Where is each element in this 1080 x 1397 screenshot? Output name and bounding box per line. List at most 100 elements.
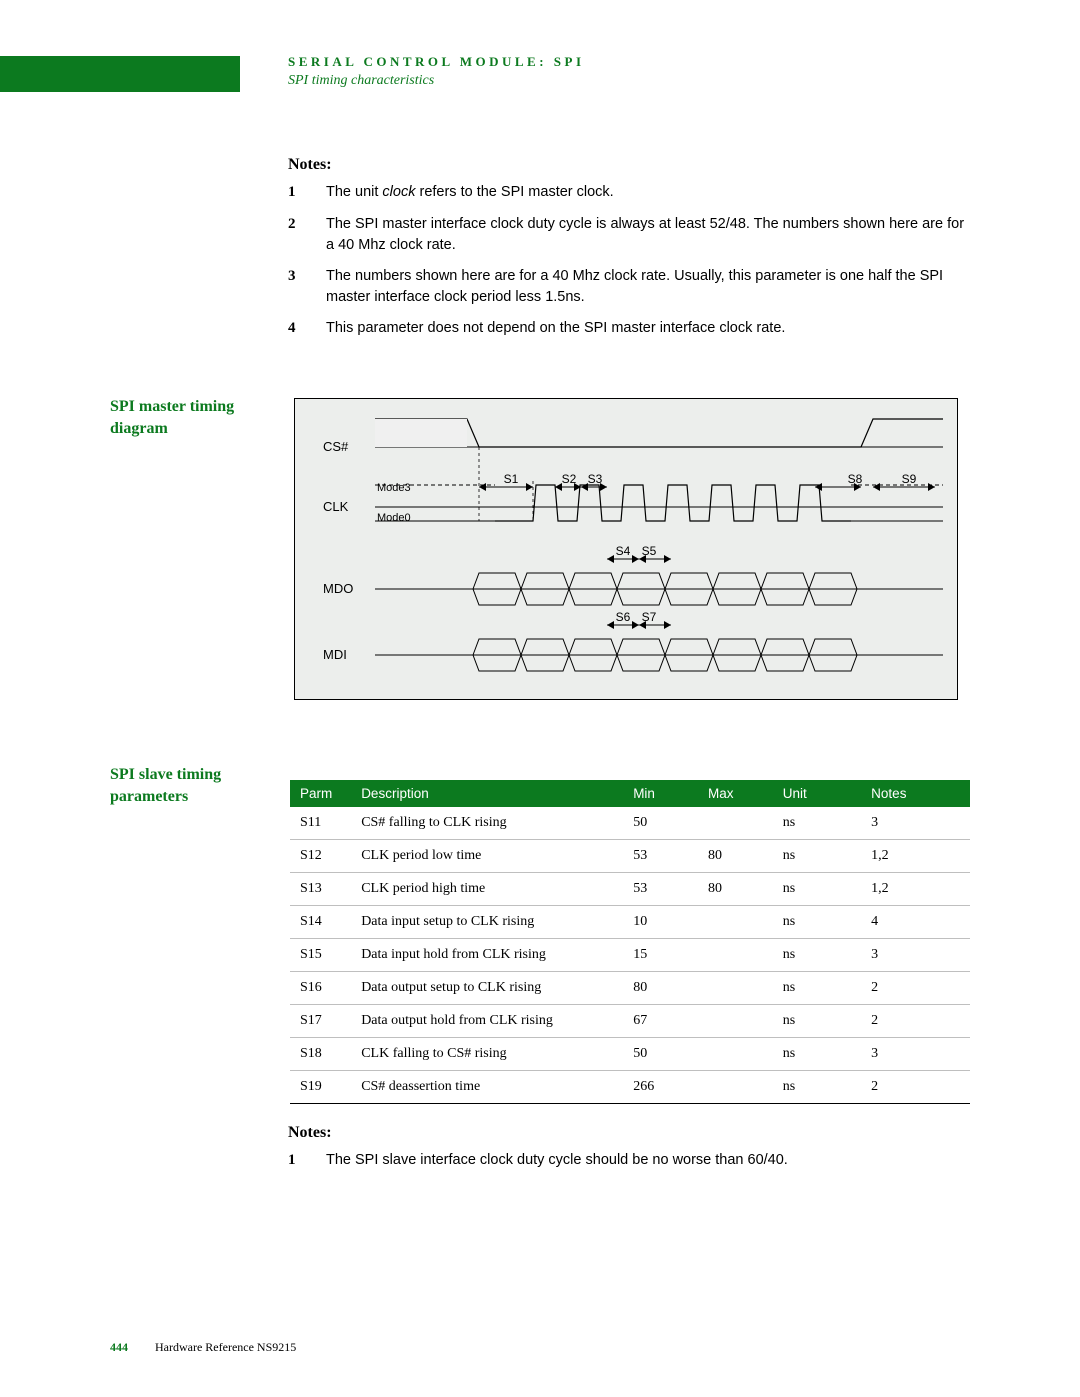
table-cell: S11 xyxy=(290,807,351,840)
table-cell: 3 xyxy=(861,1038,970,1071)
table-cell: S18 xyxy=(290,1038,351,1071)
table-cell: 53 xyxy=(623,873,698,906)
svg-text:S6: S6 xyxy=(616,610,631,624)
table-cell: ns xyxy=(773,1071,861,1104)
table-cell: 10 xyxy=(623,906,698,939)
slave-params-table-wrap: ParmDescriptionMinMaxUnitNotes S11CS# fa… xyxy=(290,780,970,1104)
table-row: S11CS# falling to CLK rising50ns3 xyxy=(290,807,970,840)
note-item: 1The SPI slave interface clock duty cycl… xyxy=(288,1150,968,1172)
note-item: 2The SPI master interface clock duty cyc… xyxy=(288,214,968,256)
notes-block-top: Notes: 1The unit clock refers to the SPI… xyxy=(288,156,968,350)
table-cell: 266 xyxy=(623,1071,698,1104)
svg-text:S7: S7 xyxy=(642,610,657,624)
note-item: 4This parameter does not depend on the S… xyxy=(288,318,968,340)
table-header-cell: Unit xyxy=(773,780,861,807)
table-row: S19CS# deassertion time266ns2 xyxy=(290,1071,970,1104)
table-cell: S15 xyxy=(290,939,351,972)
svg-text:S2: S2 xyxy=(562,472,577,486)
svg-text:MDI: MDI xyxy=(323,647,347,662)
table-cell xyxy=(698,807,773,840)
svg-text:MDO: MDO xyxy=(323,581,353,596)
table-cell: 1,2 xyxy=(861,873,970,906)
table-cell: Data input setup to CLK rising xyxy=(351,906,623,939)
spi-master-timing-diagram: CS#CLKMode3Mode0MDOMDIS1S2S3S4S5S6S7S8S9 xyxy=(294,398,958,700)
chapter-title: SERIAL CONTROL MODULE: SPI xyxy=(288,54,585,70)
page: SERIAL CONTROL MODULE: SPI SPI timing ch… xyxy=(0,0,1080,1397)
table-cell: 3 xyxy=(861,939,970,972)
page-number: 444 xyxy=(110,1340,128,1354)
table-cell: 2 xyxy=(861,1005,970,1038)
doc-title: Hardware Reference NS9215 xyxy=(155,1340,296,1354)
table-cell: 53 xyxy=(623,840,698,873)
table-cell: 80 xyxy=(623,972,698,1005)
notes-heading: Notes: xyxy=(288,156,968,174)
table-cell: Data output setup to CLK rising xyxy=(351,972,623,1005)
table-body: S11CS# falling to CLK rising50ns3S12CLK … xyxy=(290,807,970,1104)
table-cell: 67 xyxy=(623,1005,698,1038)
table-header-row: ParmDescriptionMinMaxUnitNotes xyxy=(290,780,970,807)
svg-text:S3: S3 xyxy=(588,472,603,486)
timing-diagram-svg: CS#CLKMode3Mode0MDOMDIS1S2S3S4S5S6S7S8S9 xyxy=(295,399,957,699)
svg-text:S4: S4 xyxy=(616,544,631,558)
table-cell: 80 xyxy=(698,873,773,906)
table-cell: CLK period low time xyxy=(351,840,623,873)
svg-text:Mode0: Mode0 xyxy=(377,512,411,524)
table-cell xyxy=(698,1005,773,1038)
table-row: S14Data input setup to CLK rising10ns4 xyxy=(290,906,970,939)
table-cell: CLK period high time xyxy=(351,873,623,906)
note-text: The SPI slave interface clock duty cycle… xyxy=(326,1150,968,1172)
table-cell: CLK falling to CS# rising xyxy=(351,1038,623,1071)
table-cell xyxy=(698,906,773,939)
note-item: 1The unit clock refers to the SPI master… xyxy=(288,182,968,204)
table-cell: ns xyxy=(773,972,861,1005)
table-header-cell: Max xyxy=(698,780,773,807)
table-cell: S13 xyxy=(290,873,351,906)
table-cell: 2 xyxy=(861,972,970,1005)
table-cell: 15 xyxy=(623,939,698,972)
note-number: 1 xyxy=(288,182,326,204)
table-cell: ns xyxy=(773,840,861,873)
page-header: SERIAL CONTROL MODULE: SPI SPI timing ch… xyxy=(288,54,585,89)
slave-params-table: ParmDescriptionMinMaxUnitNotes S11CS# fa… xyxy=(290,780,970,1104)
table-cell: S17 xyxy=(290,1005,351,1038)
table-cell xyxy=(698,939,773,972)
note-number: 1 xyxy=(288,1150,326,1172)
table-row: S12CLK period low time5380ns1,2 xyxy=(290,840,970,873)
table-header-cell: Min xyxy=(623,780,698,807)
note-number: 4 xyxy=(288,318,326,340)
table-row: S13CLK period high time5380ns1,2 xyxy=(290,873,970,906)
table-cell: ns xyxy=(773,1005,861,1038)
note-text: The numbers shown here are for a 40 Mhz … xyxy=(326,266,968,308)
notes-heading: Notes: xyxy=(288,1124,968,1142)
table-cell: 50 xyxy=(623,1038,698,1071)
table-cell xyxy=(698,972,773,1005)
note-text: The SPI master interface clock duty cycl… xyxy=(326,214,968,256)
header-color-band xyxy=(0,56,240,92)
table-cell: 80 xyxy=(698,840,773,873)
table-cell: Data output hold from CLK rising xyxy=(351,1005,623,1038)
table-cell: CS# deassertion time xyxy=(351,1071,623,1104)
svg-text:S9: S9 xyxy=(902,472,917,486)
svg-text:S1: S1 xyxy=(504,472,519,486)
table-row: S16Data output setup to CLK rising80ns2 xyxy=(290,972,970,1005)
table-cell: S12 xyxy=(290,840,351,873)
page-footer: 444 Hardware Reference NS9215 xyxy=(110,1340,296,1355)
note-number: 2 xyxy=(288,214,326,256)
svg-text:S5: S5 xyxy=(642,544,657,558)
table-cell: S19 xyxy=(290,1071,351,1104)
section-title: SPI timing characteristics xyxy=(288,73,585,89)
table-cell: ns xyxy=(773,906,861,939)
note-text: The unit clock refers to the SPI master … xyxy=(326,182,968,204)
note-number: 3 xyxy=(288,266,326,308)
table-row: S17Data output hold from CLK rising67 ns2 xyxy=(290,1005,970,1038)
table-cell: ns xyxy=(773,807,861,840)
table-header-cell: Description xyxy=(351,780,623,807)
svg-text:CLK: CLK xyxy=(323,499,349,514)
note-text: This parameter does not depend on the SP… xyxy=(326,318,968,340)
table-cell: ns xyxy=(773,939,861,972)
table-header-cell: Parm xyxy=(290,780,351,807)
side-heading-slave-params: SPI slave timing parameters xyxy=(110,764,270,807)
table-cell: S14 xyxy=(290,906,351,939)
table-row: S15Data input hold from CLK rising15ns3 xyxy=(290,939,970,972)
svg-text:S8: S8 xyxy=(848,472,863,486)
